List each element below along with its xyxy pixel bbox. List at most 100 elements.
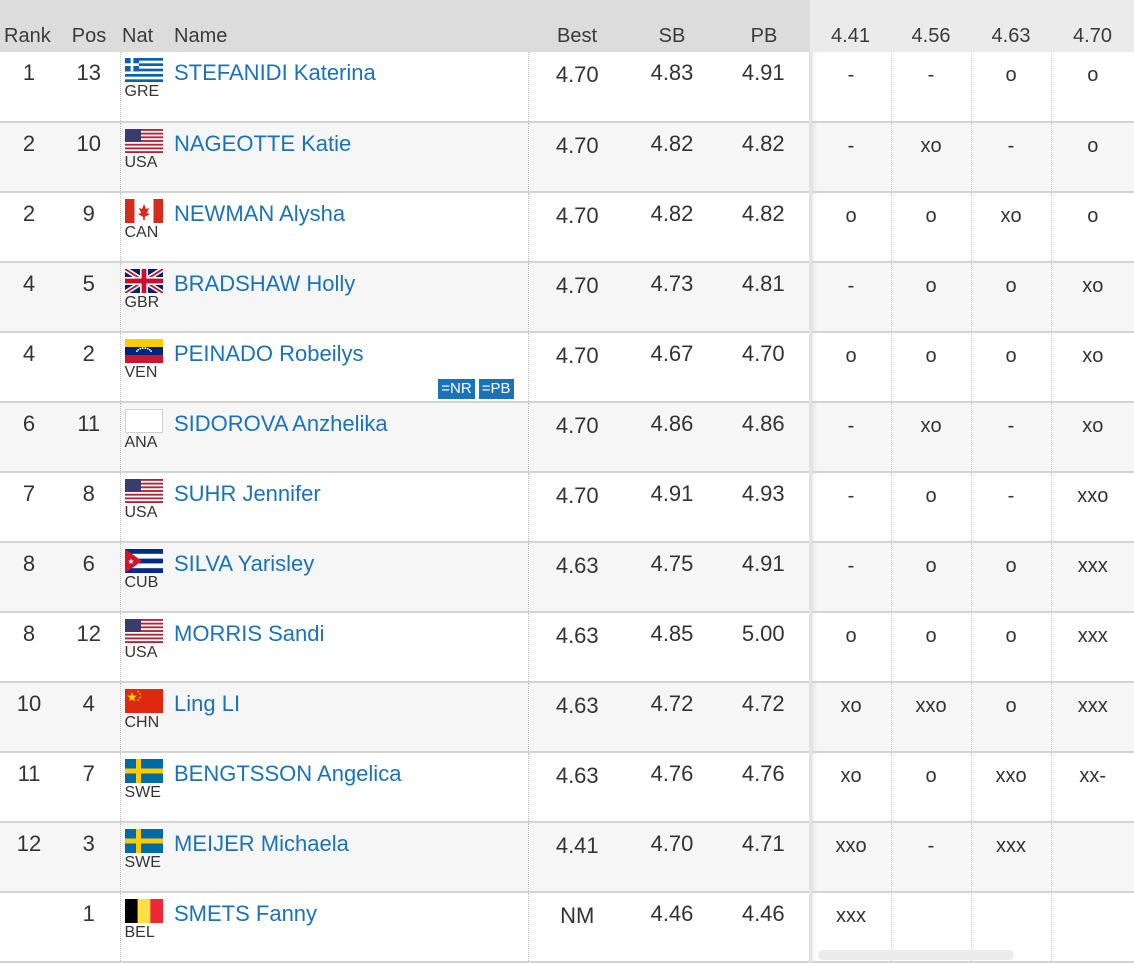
nat-cell: GBR [119, 262, 172, 333]
attempt-cell: xo [810, 682, 891, 753]
horizontal-scrollbar[interactable] [818, 950, 1014, 960]
athlete-name-link[interactable]: Ling LI [174, 691, 241, 716]
best-cell: NM [527, 892, 626, 963]
height-header: 4.63 [971, 0, 1051, 52]
nat-cell: CHN [119, 682, 172, 753]
athlete-name-link[interactable]: SUHR Jennifer [174, 481, 321, 506]
best-header[interactable]: Best [528, 0, 626, 52]
athlete-name-link[interactable]: BRADSHAW Holly [174, 271, 356, 296]
athlete-name-link[interactable]: SILVA Yarisley [174, 551, 315, 576]
attempt-cell: o [890, 472, 971, 543]
sb-header[interactable]: SB [626, 0, 718, 52]
best-cell: 4.70 [527, 262, 626, 333]
nat-code: CAN [124, 224, 159, 241]
table-row[interactable]: 7 8 USA SUHR Jennifer 4.70 4.91 4.93- o - xxo [0, 472, 1134, 543]
attempt-cell: - [810, 542, 891, 613]
nat-cell: ANA [119, 402, 172, 473]
pb-header[interactable]: PB [718, 0, 810, 52]
attempt-cell: xo [810, 752, 891, 823]
attempt-cell: xxo [890, 682, 971, 753]
rank-cell: 1 [0, 52, 58, 123]
table-row[interactable]: 4 5 GBR BRADSHAW Holly 4.70 4.73 4.81- o o xo [0, 262, 1134, 333]
attempt-cell: xo [970, 192, 1051, 263]
athlete-name-link[interactable]: SIDOROVA Anzhelika [174, 411, 388, 436]
athlete-name-link[interactable]: PEINADO Robeilys [174, 341, 364, 366]
attempt-cell: xo [1050, 402, 1134, 473]
table-row[interactable]: 12 3 SWE MEIJER Michaela 4.41 4.70 4.71 xxo - xxx [0, 822, 1134, 893]
attempt-cell: o [890, 332, 971, 403]
table-row[interactable]: 2 10 USA NAGEOTTE Katie 4.70 4.82 4.82- xo - o [0, 122, 1134, 193]
table-row[interactable]: 6 11 ANA SIDOROVA Anzhelika 4.70 4.86 4.86- xo -… [0, 402, 1134, 473]
pb-cell: 4.70 [718, 332, 812, 403]
nat-cell: USA [119, 472, 172, 543]
flag-canada-icon [124, 199, 173, 223]
rank-cell: 2 [0, 122, 58, 193]
attempt-cell: xxo [970, 752, 1051, 823]
flag-sweden-icon [124, 759, 173, 783]
pos-cell: 9 [58, 192, 120, 263]
table-row[interactable]: 8 12 USA MORRIS Sandi 4.63 4.85 5.00 o o o xxx [0, 612, 1134, 683]
table-row[interactable]: 11 7 SWE BENGTSSON Angelica 4.63 4.76 4.76 xo o x… [0, 752, 1134, 823]
sb-cell: 4.83 [626, 52, 718, 123]
table-row[interactable]: 8 6 CUB SILVA Yarisley 4.63 4.75 4.91- o o xxx [0, 542, 1134, 613]
nat-header[interactable]: Nat [120, 0, 172, 52]
pb-cell: 4.86 [718, 402, 812, 473]
nat-cell: GRE [119, 52, 172, 123]
athlete-name-link[interactable]: NEWMAN Alysha [174, 201, 346, 226]
rank-header[interactable]: Rank [0, 0, 58, 52]
best-cell: 4.63 [527, 612, 626, 683]
pos-cell: 4 [58, 682, 120, 753]
name-cell: NEWMAN Alysha [172, 192, 528, 263]
table-row[interactable]: 2 9 CAN NEWMAN Alysha 4.70 4.82 4.82 o o xo o [0, 192, 1134, 263]
attempt-cell: xxx [1050, 542, 1134, 613]
athlete-name-link[interactable]: BENGTSSON Angelica [174, 761, 402, 786]
best-cell: 4.41 [527, 822, 626, 893]
flag-cuba-icon [124, 549, 173, 573]
athlete-name-link[interactable]: MORRIS Sandi [174, 621, 325, 646]
name-cell: Ling LI [172, 682, 528, 753]
pos-cell: 6 [58, 542, 120, 613]
flag-usa-icon [124, 619, 173, 643]
attempt-cell: - [970, 402, 1051, 473]
attempt-cell: - [810, 122, 891, 193]
table-row[interactable]: 4 2 VEN PEINADO Robeilys =NR =PB 4.70 4.67 4.70 o… [0, 332, 1134, 403]
attempt-cell: xxo [810, 822, 891, 893]
attempt-cell: o [890, 612, 971, 683]
athlete-name-link[interactable]: STEFANIDI Katerina [174, 60, 376, 85]
attempt-cell: - [970, 472, 1051, 543]
sb-cell: 4.76 [626, 752, 718, 823]
athlete-name-link[interactable]: MEIJER Michaela [174, 831, 349, 856]
best-cell: 4.63 [527, 752, 626, 823]
pos-header[interactable]: Pos [58, 0, 120, 52]
attempt-cell: o [970, 542, 1051, 613]
record-badge: =PB [478, 379, 514, 399]
athlete-name-link[interactable]: SMETS Fanny [174, 901, 318, 926]
rank-cell: 11 [0, 752, 58, 823]
attempt-cell: xo [890, 402, 971, 473]
name-header[interactable]: Name [172, 0, 528, 52]
attempt-cell: o [970, 682, 1051, 753]
attempt-cell: - [970, 122, 1051, 193]
attempt-cell: o [810, 612, 891, 683]
header-row: Rank Pos Nat Name Best SB PB 4.41 4.56 4… [0, 0, 1134, 52]
sb-cell: 4.46 [626, 892, 718, 963]
nat-code: GRE [124, 83, 160, 100]
name-cell: BRADSHAW Holly [172, 262, 528, 333]
table-row[interactable]: 1 13 GRE STEFANIDI Katerina 4.70 4.83 4.91- - o o [0, 52, 1134, 123]
table-row[interactable]: 10 4 CHN Ling LI 4.63 4.72 4.72 xo xxo o xxx [0, 682, 1134, 753]
nat-code: SWE [124, 784, 161, 801]
attempt-cell: xo [1050, 332, 1134, 403]
attempt-cell: o [890, 752, 971, 823]
sb-cell: 4.91 [626, 472, 718, 543]
height-header: 4.56 [891, 0, 971, 52]
nat-code: SWE [124, 854, 161, 871]
nat-code: ANA [124, 434, 158, 451]
attempt-cell: o [1050, 52, 1134, 123]
athlete-name-link[interactable]: NAGEOTTE Katie [174, 131, 352, 156]
nat-cell: CAN [119, 192, 173, 263]
attempt-cell: xxo [1050, 472, 1134, 543]
attempt-cell: - [810, 262, 891, 333]
sb-cell: 4.70 [626, 822, 718, 893]
attempt-cell: xxx [970, 822, 1051, 893]
pos-cell: 8 [58, 472, 120, 543]
